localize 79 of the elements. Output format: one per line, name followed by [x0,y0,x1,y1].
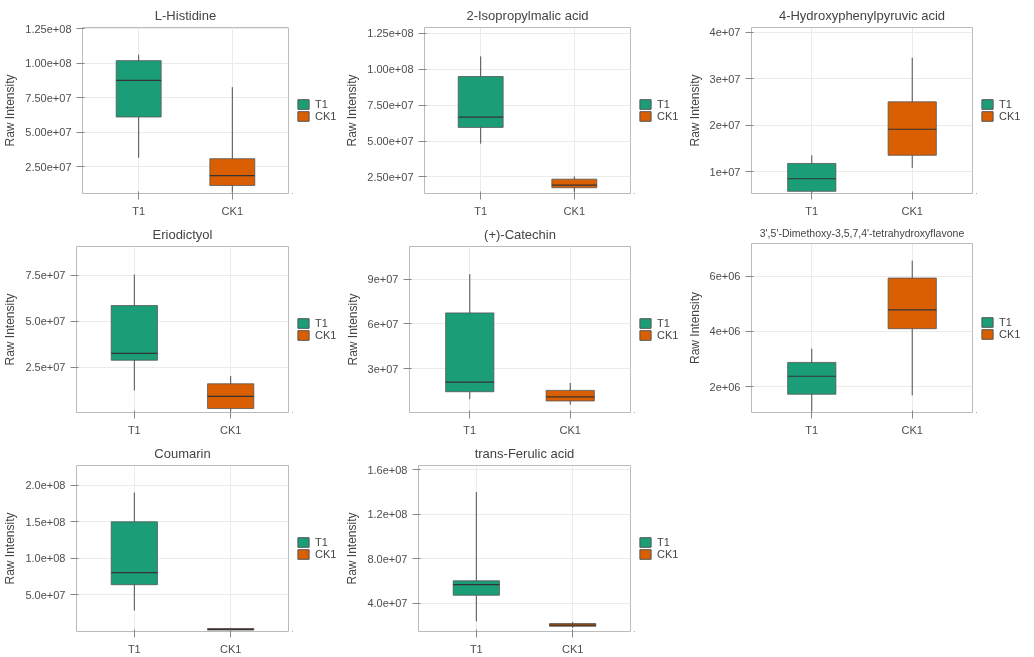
y-tick-label: 1.00e+08 [367,63,414,76]
x-tick-label: CK1 [561,642,584,655]
legend-label: CK1 [315,548,337,560]
y-tick-label: 3e+07 [709,72,741,85]
x-tick-label: CK1 [219,642,242,655]
legend-label: T1 [315,317,329,329]
x-tick-label: T1 [805,423,819,436]
legend-label: CK1 [315,329,337,341]
y-tick-label: 1.6e+08 [367,463,408,476]
chart-title: Eriodictyol [152,226,213,242]
x-tick-label: CK1 [221,204,244,217]
y-tick-label: 5.0e+07 [25,315,66,328]
y-tick-label: 5.0e+07 [25,588,66,601]
chart-title: 4-Hydroxyphenylpyruvic acid [778,7,946,23]
x-tick-label: CK1 [219,423,242,436]
legend-label: CK1 [999,327,1021,340]
y-tick-label: 7.5e+07 [25,269,66,282]
x-tick-label: T1 [805,204,819,217]
chart-title: trans-Ferulic acid [474,445,575,461]
y-tick-label: 8.0e+07 [367,552,408,565]
y-tick-label: 4e+07 [709,26,741,39]
y-tick-label: 2e+06 [709,380,741,393]
y-tick-label: 1.0e+08 [25,552,66,565]
y-axis-title: Raw Intensity [345,74,360,147]
x-tick-label: CK1 [901,423,923,436]
legend-label: T1 [315,536,329,548]
legend-label: T1 [315,98,329,110]
y-axis-title: Raw Intensity [3,512,18,585]
y-tick-label: 6e+07 [367,317,399,330]
x-tick-label: T1 [474,204,488,217]
y-tick-label: 9e+07 [367,273,399,286]
y-tick-label: 1.25e+08 [367,27,414,40]
legend-label: T1 [657,536,671,548]
x-tick-label: T1 [463,423,477,436]
y-tick-label: 4.0e+07 [367,597,408,609]
chart-title: 2-Isopropylmalic acid [466,7,589,23]
x-tick-label: T1 [469,642,483,655]
y-tick-label: 1.2e+08 [367,508,408,521]
y-tick-label: 4e+06 [709,325,741,338]
x-tick-label: CK1 [559,423,581,436]
legend-label: CK1 [657,548,679,560]
y-axis-title: Raw Intensity [345,512,360,585]
legend-label: T1 [999,98,1013,110]
legend-label: T1 [657,98,671,110]
chart-title: Coumarin [154,445,211,461]
y-tick-label: 1e+07 [709,165,741,178]
x-tick-label: T1 [132,204,146,217]
x-tick-label: T1 [127,423,141,436]
chart-title: 3',5'-Dimethoxy-3,5,7,4'-tetrahydroxyflavone [759,226,965,239]
legend-label: T1 [657,317,671,329]
y-tick-label: 2.50e+07 [25,160,72,173]
x-tick-label: CK1 [563,204,586,217]
y-tick-label: 3e+07 [367,362,399,375]
y-tick-label: 2.50e+07 [367,170,414,183]
y-tick-label: 2e+07 [709,119,741,132]
x-tick-label: T1 [127,642,141,655]
chart-title: (+)-Catechin [484,226,556,242]
y-tick-label: 2.5e+07 [25,361,66,374]
y-axis-title: Raw Intensity [687,74,702,147]
y-tick-label: 2.0e+08 [25,479,66,492]
y-tick-label: 6e+06 [709,270,741,283]
legend-label: CK1 [657,110,679,122]
legend-label: T1 [999,315,1013,328]
y-axis-title: Raw Intensity [345,293,360,366]
legend-label: CK1 [315,110,337,122]
legend-label: CK1 [999,110,1021,122]
y-tick-label: 5.00e+07 [367,135,414,148]
x-tick-label: CK1 [901,204,923,217]
y-tick-label: 1.25e+08 [25,22,72,35]
y-tick-label: 1.5e+08 [25,515,66,528]
y-tick-label: 5.00e+07 [25,126,72,139]
y-tick-label: 7.50e+07 [25,91,72,104]
y-tick-label: 7.50e+07 [367,99,414,112]
y-tick-label: 1.00e+08 [25,57,72,70]
y-axis-title: Raw Intensity [3,293,18,366]
chart-title: L-Histidine [154,7,217,23]
y-axis-title: Raw Intensity [687,291,702,365]
legend-label: CK1 [657,329,679,341]
y-axis-title: Raw Intensity [3,74,18,147]
